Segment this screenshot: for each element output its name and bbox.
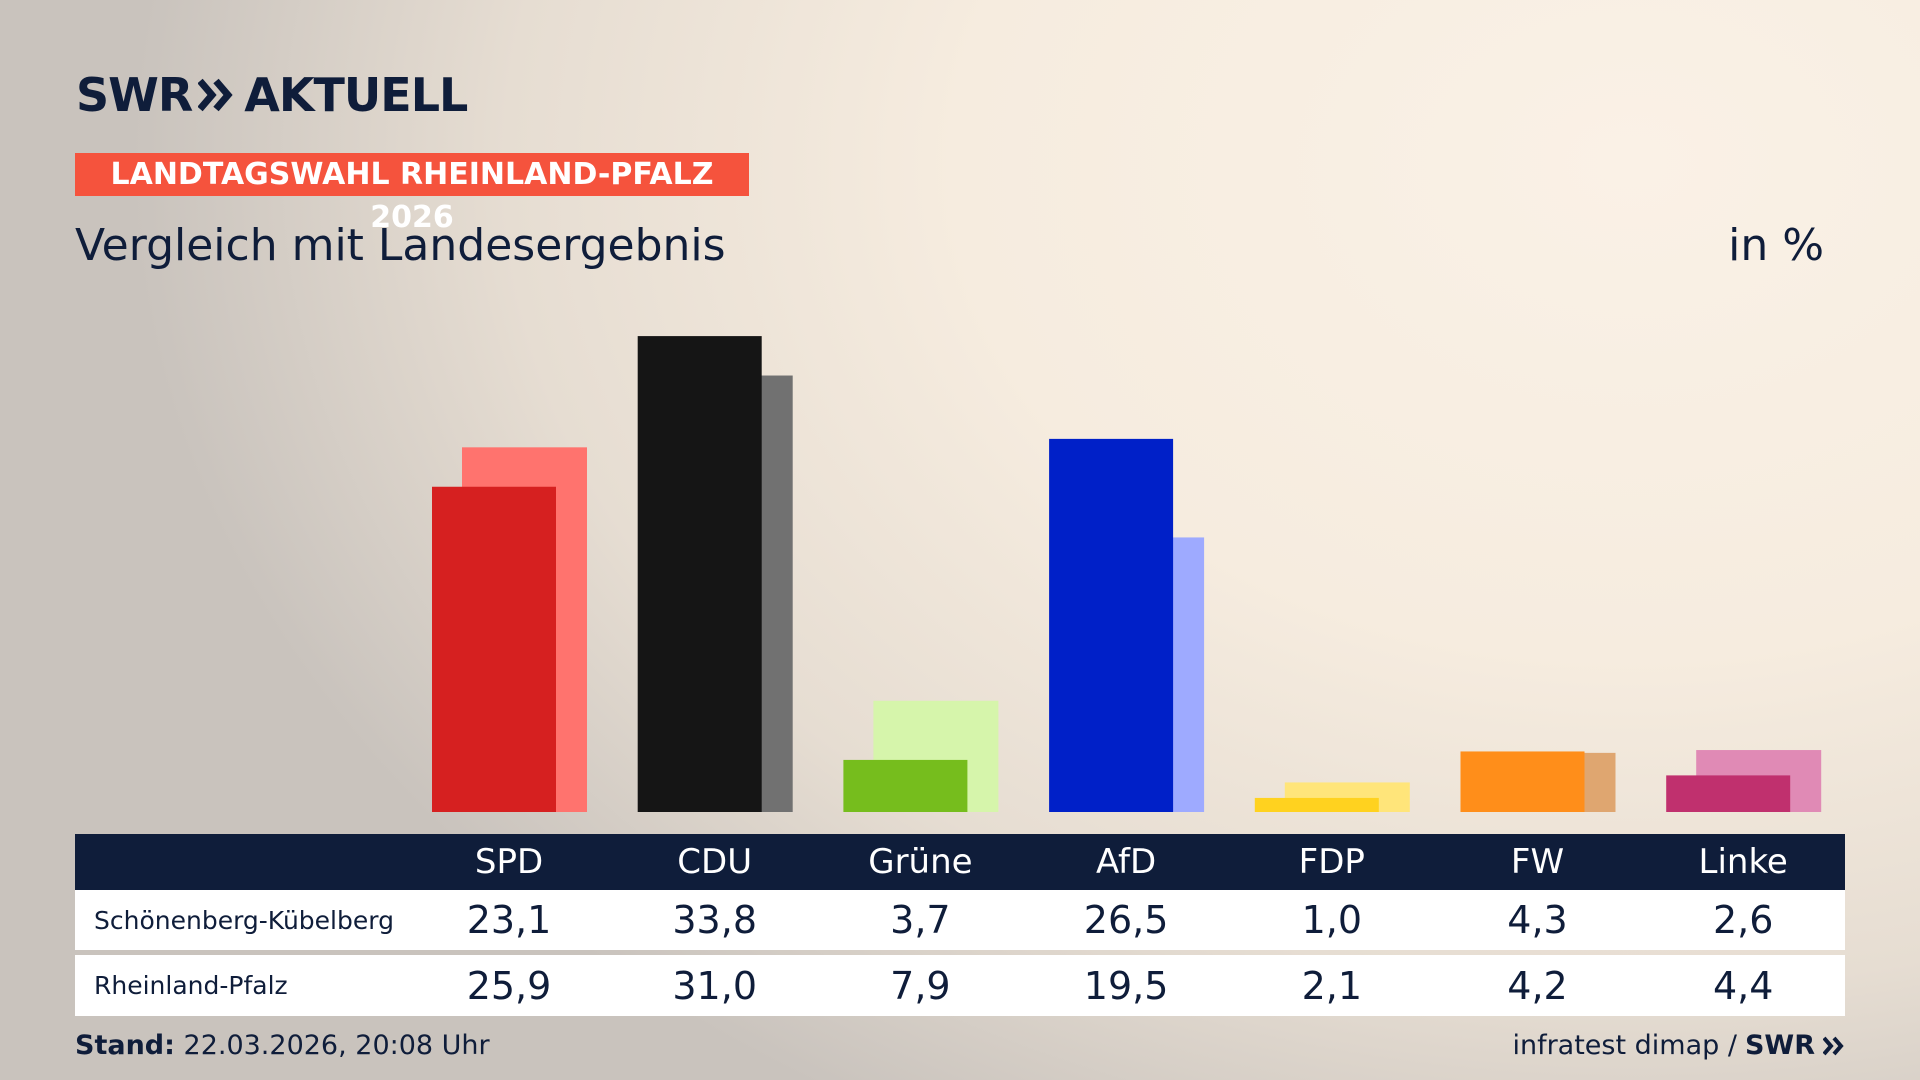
category-label: FW xyxy=(1510,842,1565,882)
logo: SWR AKTUELL xyxy=(76,68,468,122)
chevrons xyxy=(1823,1036,1844,1055)
chart-title: Vergleich mit Landesergebnis xyxy=(75,220,726,271)
value-label: 7,9 xyxy=(890,963,951,1008)
value-label: 3,7 xyxy=(890,898,951,942)
value-label: 26,5 xyxy=(1083,898,1169,942)
value-label: 33,8 xyxy=(672,898,757,942)
chart xyxy=(432,336,1822,812)
source: infratest dimap / xyxy=(1512,1030,1737,1061)
value-label: 19,5 xyxy=(1083,963,1169,1008)
category-label: Grüne xyxy=(868,842,973,882)
value-label: 2,1 xyxy=(1301,963,1363,1008)
bar xyxy=(432,486,556,812)
category-label: Linke xyxy=(1698,842,1788,882)
source-brand: SWR xyxy=(1744,1030,1815,1061)
value-label: 23,1 xyxy=(466,898,552,942)
bar xyxy=(843,759,968,812)
bar xyxy=(1254,797,1379,812)
category-label: AfD xyxy=(1095,842,1157,882)
bar xyxy=(637,336,762,812)
category-label: FDP xyxy=(1298,842,1365,882)
value-label: 4,2 xyxy=(1507,963,1568,1008)
value-label: 1,0 xyxy=(1301,898,1363,942)
row-name: Rheinland-Pfalz xyxy=(94,971,288,1000)
value-label: 25,9 xyxy=(466,963,552,1008)
bar xyxy=(1666,775,1791,812)
bar xyxy=(1460,751,1585,812)
footer-stand: Stand: 22.03.2026, 20:08 Uhr xyxy=(75,1030,490,1061)
chevrons xyxy=(198,78,233,112)
brand-name: SWR xyxy=(76,68,193,122)
row-name: Schönenberg-Kübelberg xyxy=(94,905,394,935)
value-label: 2,6 xyxy=(1712,898,1774,942)
footer-source: infratest dimap / SWR xyxy=(1512,1030,1845,1061)
brand-product: AKTUELL xyxy=(244,68,468,122)
value-label: 4,4 xyxy=(1712,963,1774,1008)
category-label: SPD xyxy=(474,842,544,882)
table-row: Rheinland-Pfalz 25,9 31,0 7,9 19,5 2,1 4,2 4,4 xyxy=(75,955,1845,1016)
value-label: 31,0 xyxy=(672,963,757,1008)
table-header: SPD CDU Grüne AfD FDP FW Linke xyxy=(75,834,1845,890)
timestamp: 22.03.2026, 20:08 Uhr xyxy=(183,1030,490,1061)
stand-label: Stand: xyxy=(75,1030,175,1061)
category-label: CDU xyxy=(677,842,753,882)
bar xyxy=(1049,438,1174,812)
value-label: 4,3 xyxy=(1507,898,1568,942)
unit: in % xyxy=(1728,220,1824,271)
banner: LANDTAGSWAHL RHEINLAND-PFALZ 2026 xyxy=(75,153,749,235)
table-row: Schönenberg-Kübelberg 23,1 33,8 3,7 26,5 1,0 4… xyxy=(75,890,1845,950)
